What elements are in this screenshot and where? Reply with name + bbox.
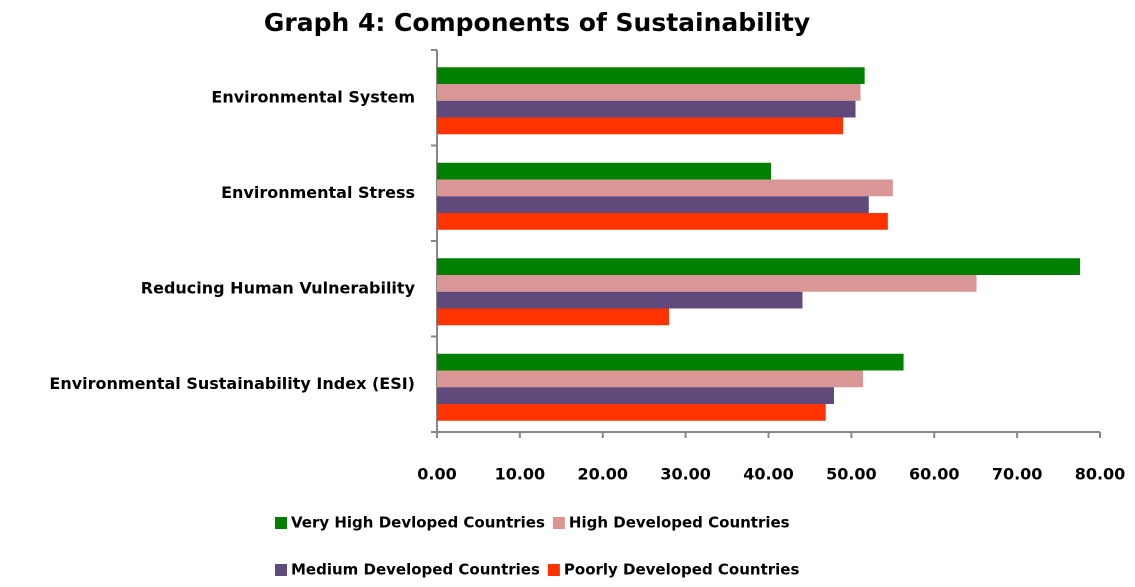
bar — [437, 84, 861, 101]
x-tick-label: 0.00 — [417, 465, 456, 484]
bar — [437, 387, 834, 404]
legend-swatch — [275, 517, 287, 529]
legend-label: High Developed Countries — [569, 514, 790, 532]
x-tick-label: 40.00 — [743, 465, 794, 484]
x-tick-label: 30.00 — [660, 465, 711, 484]
bar — [437, 275, 977, 292]
legend-item: Medium Developed Countries — [275, 561, 540, 579]
legend-label: Medium Developed Countries — [291, 561, 540, 579]
y-tick-label: Environmental Stress — [221, 183, 415, 202]
legend-swatch — [552, 517, 565, 529]
bar — [437, 353, 904, 371]
bar — [437, 196, 869, 213]
legend-swatch — [275, 564, 287, 576]
y-tick-label: Environmental Sustainability Index (ESI) — [49, 374, 415, 393]
legend-swatch — [547, 564, 560, 576]
x-tick-label: 60.00 — [909, 465, 960, 484]
bar — [437, 117, 844, 135]
x-tick-label: 70.00 — [992, 465, 1043, 484]
bar — [437, 179, 893, 197]
x-tick-label: 80.00 — [1075, 465, 1126, 484]
bar — [437, 258, 1081, 275]
bar — [437, 308, 670, 326]
legend-label: Poorly Developed Countries — [564, 561, 800, 579]
x-tick-label: 50.00 — [826, 465, 877, 484]
legend-label: Very High Devloped Countries — [291, 514, 545, 532]
legend-item: Poorly Developed Countries — [547, 561, 800, 579]
bar — [437, 404, 826, 421]
bar — [437, 67, 865, 84]
legend-item: Very High Devloped Countries — [275, 514, 545, 532]
x-tick-label: 20.00 — [577, 465, 628, 484]
y-tick-label: Environmental System — [211, 87, 415, 106]
bar — [437, 162, 771, 180]
legend-item: High Developed Countries — [552, 514, 790, 532]
bar — [437, 370, 863, 388]
x-tick-label: 10.00 — [495, 465, 546, 484]
bar — [437, 291, 803, 309]
bar — [437, 100, 856, 118]
bar — [437, 213, 888, 230]
chart-title: Graph 4: Components of Sustainability — [264, 8, 810, 37]
y-tick-label: Reducing Human Vulnerability — [141, 278, 416, 297]
